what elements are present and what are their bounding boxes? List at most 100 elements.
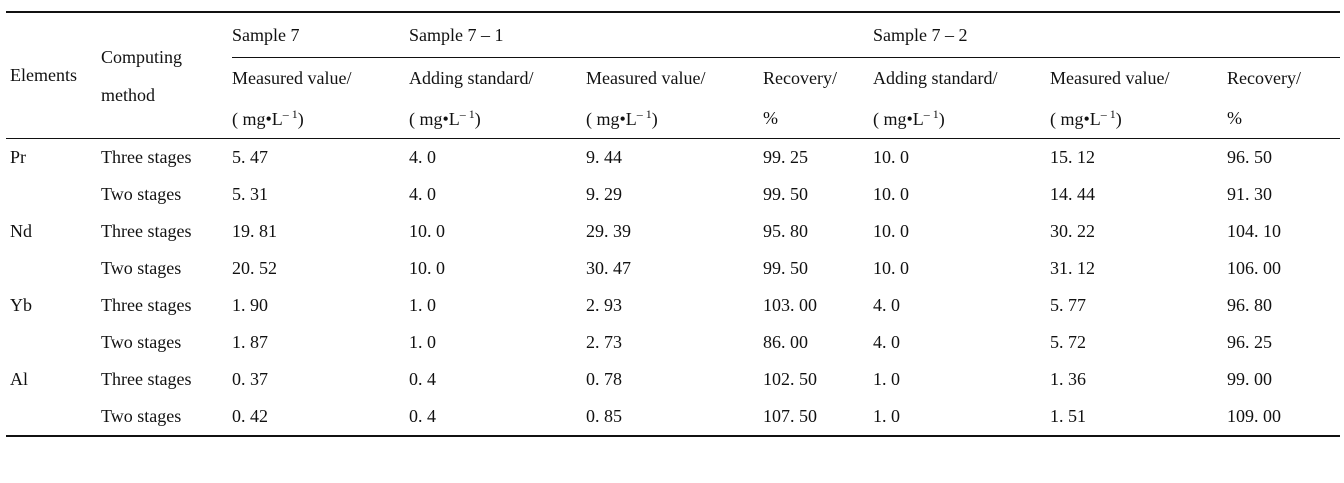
method-cell: Three stages — [101, 295, 192, 315]
s7-measured-cell: 19. 81 — [232, 221, 277, 241]
unit-text: ( mg•L — [586, 108, 637, 129]
s72-recovery-cell: 109. 00 — [1227, 406, 1281, 426]
s71-recovery-cell: 99. 50 — [763, 184, 808, 204]
header-sample-7-2: Sample 7 – 2 — [873, 12, 1340, 58]
recovery-table: Elements Computing method Sample 7 Sampl… — [6, 11, 1340, 437]
s7-measured-cell: 5. 47 — [232, 147, 268, 167]
method-cell: Two stages — [101, 258, 182, 278]
unit-close: ) — [474, 108, 481, 129]
unit-s7-measured: ( mg•L– 1) — [232, 98, 409, 139]
s72-measured-cell: 15. 12 — [1050, 147, 1095, 167]
s72-measured-cell: 5. 72 — [1050, 332, 1086, 352]
unit-text: ( mg•L — [409, 108, 460, 129]
s72-recovery-cell: 99. 00 — [1227, 369, 1272, 389]
s72-adding-cell: 10. 0 — [873, 221, 909, 241]
s72-recovery-cell: 104. 10 — [1227, 221, 1281, 241]
table-row: Al Three stages 0. 37 0. 4 0. 78 102. 50 1. 0 1… — [6, 361, 1340, 398]
unit-text: ( mg•L — [873, 108, 924, 129]
s71-adding-cell: 4. 0 — [409, 147, 436, 167]
header-elements: Elements — [6, 12, 101, 139]
s7-measured-cell: 1. 90 — [232, 295, 268, 315]
method-cell: Two stages — [101, 332, 182, 352]
element-cell: Pr — [10, 147, 27, 167]
table-body: Pr Three stages 5. 47 4. 0 9. 44 99. 25 10. 0 1… — [6, 139, 1340, 437]
s72-recovery-cell: 96. 80 — [1227, 295, 1272, 315]
header-s72-measured: Measured value/ — [1050, 67, 1170, 88]
s72-measured-cell: 30. 22 — [1050, 221, 1095, 241]
unit-text: ( mg•L — [1050, 108, 1101, 129]
unit-superscript: – 1 — [923, 106, 939, 121]
method-cell: Three stages — [101, 147, 192, 167]
s72-recovery-cell: 91. 30 — [1227, 184, 1272, 204]
s7-measured-cell: 5. 31 — [232, 184, 268, 204]
unit-text: ( mg•L — [232, 108, 283, 129]
s71-adding-cell: 1. 0 — [409, 295, 436, 315]
s71-adding-cell: 0. 4 — [409, 369, 436, 389]
table-row: Two stages 1. 87 1. 0 2. 73 86. 00 4. 0 5. 72 9… — [6, 324, 1340, 361]
header-s7-measured: Measured value/ — [232, 67, 352, 88]
s71-measured-cell: 29. 39 — [586, 221, 631, 241]
s72-measured-cell: 1. 51 — [1050, 406, 1086, 426]
s7-measured-cell: 20. 52 — [232, 258, 277, 278]
header-s71-adding: Adding standard/ — [409, 67, 534, 88]
header-s71-measured: Measured value/ — [586, 67, 706, 88]
s72-adding-cell: 1. 0 — [873, 369, 900, 389]
s7-measured-cell: 1. 87 — [232, 332, 268, 352]
unit-s71-recovery: % — [763, 98, 873, 139]
s72-adding-cell: 10. 0 — [873, 184, 909, 204]
s71-measured-cell: 9. 44 — [586, 147, 622, 167]
unit-close: ) — [651, 108, 658, 129]
table-row: Two stages 0. 42 0. 4 0. 85 107. 50 1. 0 1. 51… — [6, 398, 1340, 436]
element-cell: Al — [10, 369, 28, 389]
method-cell: Two stages — [101, 184, 182, 204]
s71-measured-cell: 2. 93 — [586, 295, 622, 315]
table-row: Two stages 5. 31 4. 0 9. 29 99. 50 10. 0 14. 4… — [6, 176, 1340, 213]
element-cell — [6, 398, 101, 436]
s71-recovery-cell: 107. 50 — [763, 406, 817, 426]
header-s72-adding: Adding standard/ — [873, 67, 998, 88]
s71-recovery-cell: 86. 00 — [763, 332, 808, 352]
unit-s71-adding: ( mg•L– 1) — [409, 98, 586, 139]
header-computing-method-line2: method — [101, 84, 155, 105]
s71-adding-cell: 0. 4 — [409, 406, 436, 426]
table-row: Yb Three stages 1. 90 1. 0 2. 93 103. 00 4. 0 5… — [6, 287, 1340, 324]
header-computing-method: Computing method — [101, 12, 232, 139]
s71-recovery-cell: 99. 25 — [763, 147, 808, 167]
s72-adding-cell: 10. 0 — [873, 147, 909, 167]
s7-measured-cell: 0. 42 — [232, 406, 268, 426]
s72-adding-cell: 10. 0 — [873, 258, 909, 278]
s71-measured-cell: 0. 85 — [586, 406, 622, 426]
s72-adding-cell: 1. 0 — [873, 406, 900, 426]
header-row-quantities: Measured value/ Adding standard/ Measure… — [6, 58, 1340, 99]
element-cell — [6, 176, 101, 213]
header-s72-recovery: Recovery/ — [1227, 67, 1301, 88]
unit-superscript: – 1 — [282, 106, 298, 121]
unit-close: ) — [297, 108, 304, 129]
s72-measured-cell: 14. 44 — [1050, 184, 1095, 204]
unit-s72-adding: ( mg•L– 1) — [873, 98, 1050, 139]
s71-recovery-cell: 102. 50 — [763, 369, 817, 389]
s71-adding-cell: 4. 0 — [409, 184, 436, 204]
s71-adding-cell: 1. 0 — [409, 332, 436, 352]
s72-recovery-cell: 96. 50 — [1227, 147, 1272, 167]
unit-close: ) — [938, 108, 945, 129]
header-sample-7: Sample 7 — [232, 12, 409, 58]
s72-recovery-cell: 106. 00 — [1227, 258, 1281, 278]
unit-close: ) — [1115, 108, 1122, 129]
s71-measured-cell: 30. 47 — [586, 258, 631, 278]
unit-s71-measured: ( mg•L– 1) — [586, 98, 763, 139]
unit-superscript: – 1 — [459, 106, 475, 121]
s7-measured-cell: 0. 37 — [232, 369, 268, 389]
s72-measured-cell: 5. 77 — [1050, 295, 1086, 315]
unit-superscript: – 1 — [636, 106, 652, 121]
s71-measured-cell: 0. 78 — [586, 369, 622, 389]
s71-adding-cell: 10. 0 — [409, 221, 445, 241]
header-sample-7-1: Sample 7 – 1 — [409, 12, 873, 58]
s72-measured-cell: 1. 36 — [1050, 369, 1086, 389]
element-cell — [6, 250, 101, 287]
header-row-units: ( mg•L– 1) ( mg•L– 1) ( mg•L– 1) % ( mg•… — [6, 98, 1340, 139]
s71-measured-cell: 2. 73 — [586, 332, 622, 352]
recovery-table-container: Elements Computing method Sample 7 Sampl… — [6, 11, 1340, 437]
header-computing-method-line1: Computing — [101, 46, 183, 67]
method-cell: Three stages — [101, 221, 192, 241]
